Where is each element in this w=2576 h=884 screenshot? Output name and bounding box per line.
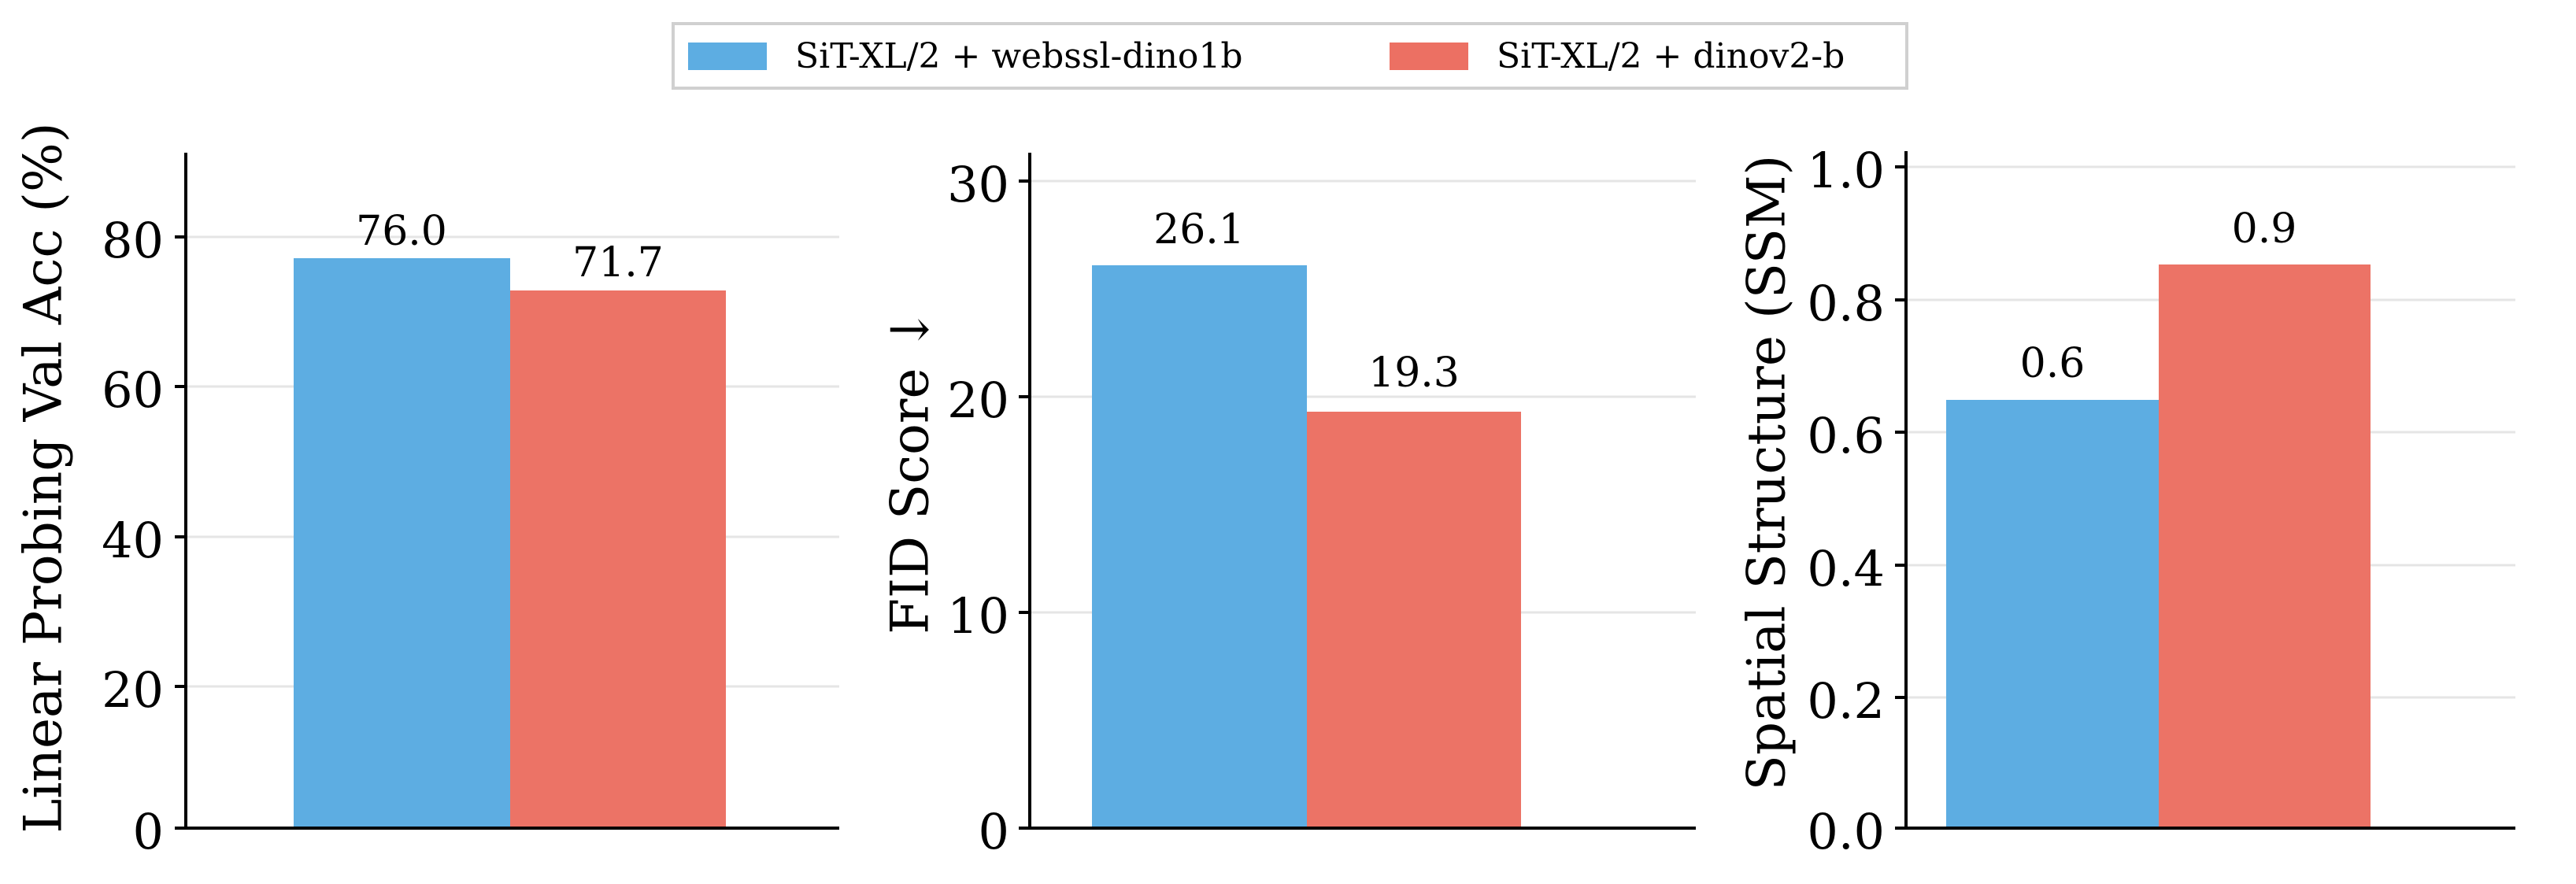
- y-axis-label: Linear Probing Val Acc (%): [13, 122, 74, 834]
- axes: [1019, 153, 1696, 830]
- legend-item-webssl: SiT-XL/2 + webssl-dino1b: [688, 25, 1243, 87]
- legend-item-dinov2: SiT-XL/2 + dinov2-b: [1390, 25, 1845, 87]
- y-tick-label: 0: [132, 803, 164, 860]
- y-tick-label: 0.0: [1807, 803, 1885, 860]
- chart-panel-linear-probing: 0 20 40 60 80 76.0 71.7 Linear Probing V…: [0, 0, 858, 884]
- y-tick-label: 0.2: [1807, 672, 1885, 730]
- bar-dinov2: [2159, 264, 2371, 828]
- plot-area: [1895, 151, 2515, 830]
- y-tick-label: 0: [978, 803, 1009, 860]
- bar-webssl: [1946, 400, 2159, 828]
- y-tick-label: 30: [947, 156, 1009, 213]
- bar-value-label: 0.9: [2231, 205, 2297, 253]
- y-tick-label: 80: [102, 212, 164, 269]
- bar-value-label: 71.7: [572, 239, 664, 287]
- bar-dinov2: [510, 290, 726, 828]
- bar-value-label: 19.3: [1368, 350, 1460, 397]
- bar-dinov2: [1307, 412, 1521, 828]
- bar-value-label: 76.0: [356, 208, 447, 255]
- plot-area: [175, 153, 839, 830]
- y-tick-label: 0.4: [1807, 540, 1885, 597]
- axes: [1895, 151, 2515, 830]
- y-tick-label: 0.8: [1807, 275, 1885, 332]
- bar-value-label: 26.1: [1153, 206, 1245, 253]
- axes: [175, 153, 839, 830]
- y-tick-label: 20: [102, 661, 164, 719]
- bar-webssl: [1092, 265, 1307, 828]
- y-tick-label: 40: [102, 512, 164, 569]
- legend-label: SiT-XL/2 + dinov2-b: [1497, 35, 1845, 76]
- chart-panel-fid: 0 10 20 30 26.1 19.3 FID Score ↓: [858, 0, 1716, 884]
- plot-area: [1019, 153, 1696, 830]
- y-tick-label: 1.0: [1807, 142, 1885, 199]
- y-tick-label: 10: [947, 587, 1009, 645]
- legend-label: SiT-XL/2 + webssl-dino1b: [795, 35, 1243, 76]
- y-axis-label: FID Score ↓: [879, 308, 941, 634]
- y-tick-label: 20: [947, 372, 1009, 429]
- legend-swatch-blue: [688, 42, 767, 70]
- chart-panel-spatial-structure: 0.0 0.2 0.4 0.6 0.8 1.0 0.6 0.9 Spatial …: [1716, 0, 2576, 884]
- legend-swatch-red: [1390, 42, 1468, 70]
- y-tick-label: 0.6: [1807, 407, 1885, 464]
- y-axis-label: Spatial Structure (SSM): [1736, 154, 1797, 791]
- bar-webssl: [294, 258, 510, 828]
- bar-value-label: 0.6: [2019, 340, 2086, 387]
- legend: SiT-XL/2 + webssl-dino1b SiT-XL/2 + dino…: [672, 22, 1908, 90]
- y-tick-label: 60: [102, 361, 164, 419]
